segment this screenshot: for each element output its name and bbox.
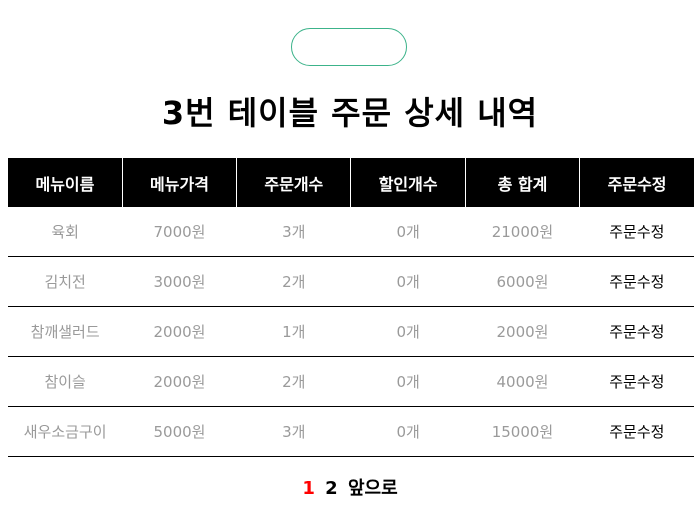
cell-menu-price: 7000원 [122, 207, 237, 257]
cell-discount-qty: 0개 [350, 356, 466, 407]
page-link-1[interactable]: 1 [302, 478, 315, 499]
table-row: 참이슬 2000원 2개 0개 4000원 주문수정 [8, 356, 694, 407]
cell-order-qty: 3개 [236, 406, 351, 457]
cell-menu-price: 5000원 [122, 406, 237, 457]
table-header-row: 메뉴이름 메뉴가격 주문개수 할인개수 총 합계 주문수정 [8, 158, 694, 207]
cell-menu-price: 2000원 [122, 306, 237, 357]
edit-order-link[interactable]: 주문수정 [579, 256, 694, 307]
cell-menu-name: 참깨샐러드 [8, 306, 123, 357]
cell-menu-price: 3000원 [122, 256, 237, 307]
order-table: 메뉴이름 메뉴가격 주문개수 할인개수 총 합계 주문수정 육회 7000원 3… [8, 158, 694, 457]
next-page-link[interactable]: 앞으로 [347, 478, 398, 499]
column-header-edit: 주문수정 [579, 158, 694, 207]
cell-discount-qty: 0개 [350, 256, 466, 307]
cell-total: 2000원 [465, 306, 580, 357]
cell-menu-name: 참이슬 [8, 356, 123, 407]
page-link-2[interactable]: 2 [325, 478, 338, 499]
cell-total: 6000원 [465, 256, 580, 307]
cell-menu-name: 새우소금구이 [8, 406, 123, 457]
top-pill-button[interactable] [291, 28, 407, 66]
column-header-menu-price: 메뉴가격 [122, 158, 238, 207]
cell-total: 15000원 [465, 406, 580, 457]
cell-discount-qty: 0개 [350, 406, 466, 457]
cell-menu-name: 육회 [8, 207, 123, 257]
edit-order-link[interactable]: 주문수정 [579, 356, 694, 407]
cell-discount-qty: 0개 [350, 207, 466, 257]
table-row: 김치전 3000원 2개 0개 6000원 주문수정 [8, 256, 694, 307]
cell-order-qty: 2개 [236, 356, 351, 407]
pagination: 1 2 앞으로 [0, 474, 700, 500]
page-title: 3번 테이블 주문 상세 내역 [161, 94, 539, 132]
column-header-total: 총 합계 [465, 158, 581, 207]
cell-order-qty: 1개 [236, 306, 351, 357]
table-row: 새우소금구이 5000원 3개 0개 15000원 주문수정 [8, 406, 694, 457]
cell-menu-price: 2000원 [122, 356, 237, 407]
column-header-order-qty: 주문개수 [236, 158, 352, 207]
column-header-discount-qty: 할인개수 [350, 158, 466, 207]
column-header-menu-name: 메뉴이름 [8, 158, 123, 207]
edit-order-link[interactable]: 주문수정 [579, 207, 694, 257]
cell-discount-qty: 0개 [350, 306, 466, 357]
cell-menu-name: 김치전 [8, 256, 123, 307]
cell-total: 21000원 [465, 207, 580, 257]
table-row: 참깨샐러드 2000원 1개 0개 2000원 주문수정 [8, 306, 694, 357]
table-row: 육회 7000원 3개 0개 21000원 주문수정 [8, 207, 694, 257]
cell-order-qty: 2개 [236, 256, 351, 307]
cell-order-qty: 3개 [236, 207, 351, 257]
cell-total: 4000원 [465, 356, 580, 407]
edit-order-link[interactable]: 주문수정 [579, 306, 694, 357]
edit-order-link[interactable]: 주문수정 [579, 406, 694, 457]
